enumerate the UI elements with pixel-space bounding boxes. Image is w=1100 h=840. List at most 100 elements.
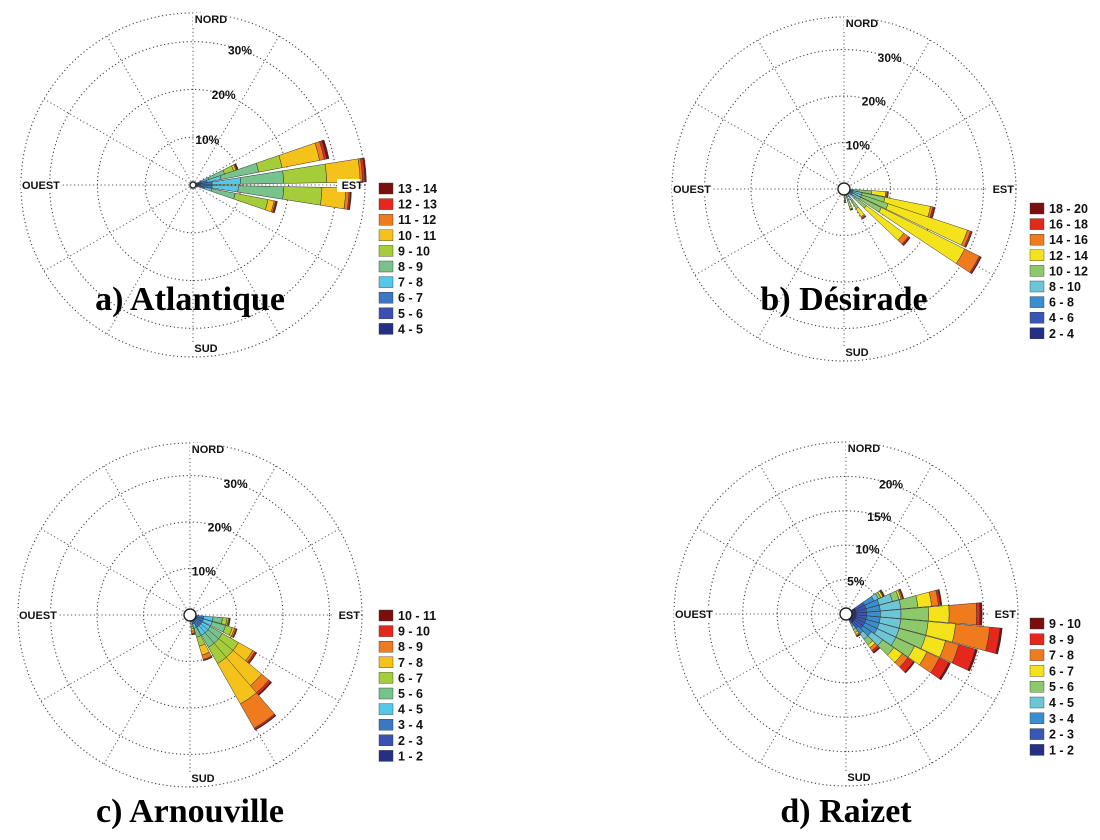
legend: 10 - 11 9 - 108 - 9 7 - 86 - 7 5 - 6 4 - 53 …	[378, 609, 436, 763]
petal-segment	[273, 200, 278, 214]
petal-sector	[189, 614, 277, 731]
windrose-panel-4: 5% 10% 15% 20% NORD EST SUD OUEST 9 - 10 8 - 9 7 -…	[673, 441, 1081, 830]
calm-circle	[839, 607, 853, 621]
grid-spoke	[106, 35, 194, 186]
petal-segment	[861, 215, 867, 220]
ouest-label: OUEST	[675, 609, 713, 621]
legend-swatch	[1029, 249, 1045, 262]
legend-swatch	[1029, 233, 1045, 246]
legend-label: 1 - 2	[1049, 743, 1074, 757]
legend-label: 9 - 10	[1049, 617, 1081, 631]
petal-segment	[937, 589, 943, 606]
legend-swatch	[378, 703, 394, 715]
petal-segment	[979, 602, 983, 626]
petal-segment	[232, 628, 238, 639]
petal-segment	[900, 606, 929, 622]
petal-segment	[843, 195, 846, 199]
legend-label: 2 - 3	[398, 734, 423, 748]
grid-spoke	[40, 614, 191, 702]
panel-title: a) Atlantique	[95, 281, 285, 318]
ring-label: 30%	[228, 43, 252, 57]
petal-segment	[887, 191, 889, 198]
legend-swatch	[1029, 744, 1045, 756]
grid-ring	[750, 95, 938, 283]
legend-label: 10 - 11	[398, 609, 436, 623]
petal-segment	[282, 186, 323, 206]
ring-label: 5%	[847, 575, 865, 589]
label-backdrop	[990, 608, 1014, 621]
legend-swatch	[1029, 280, 1045, 293]
legend-label: 11 - 12	[398, 213, 436, 227]
grid-spoke	[757, 39, 845, 190]
label-backdrop	[193, 13, 225, 26]
legend-swatch	[1029, 327, 1045, 339]
petal-sector	[192, 157, 367, 186]
label-backdrop	[844, 17, 876, 30]
legend-swatch	[378, 245, 394, 257]
petal-segment	[856, 633, 861, 638]
label-backdrop	[18, 609, 57, 622]
legend-swatch	[378, 672, 394, 684]
petal-segment	[967, 648, 978, 672]
label-backdrop	[839, 346, 863, 359]
panel-title: b) Désirade	[760, 281, 927, 318]
panel-title: c) Arnouville	[96, 793, 284, 830]
ring-label: 30%	[878, 51, 902, 65]
legend-label: 5 - 6	[398, 687, 423, 701]
ring-label: 10%	[195, 133, 219, 147]
label-backdrop	[988, 183, 1012, 196]
legend-label: 7 - 8	[398, 276, 423, 290]
petal-segment	[927, 605, 950, 623]
legend-swatch	[1029, 312, 1045, 324]
legend: 9 - 10 8 - 9 7 - 86 - 7 5 - 6 4 - 5 3 - 4 2 - …	[1029, 617, 1081, 757]
est-label: EST	[993, 184, 1015, 196]
legend-label: 9 - 10	[398, 244, 430, 258]
legend-label: 4 - 5	[398, 322, 423, 336]
petal-sector	[189, 614, 231, 627]
petal-segment	[191, 633, 196, 636]
petal-segment	[362, 157, 367, 183]
grid-ring	[96, 521, 284, 709]
petal-sector	[845, 613, 978, 672]
est-label: EST	[339, 610, 361, 622]
grid-spoke	[103, 465, 191, 616]
legend-label: 7 - 8	[398, 656, 423, 670]
legend-label: 4 - 5	[1049, 696, 1074, 710]
petal-segment	[975, 602, 981, 626]
label-backdrop	[846, 442, 878, 455]
legend-label: 6 - 7	[398, 291, 423, 305]
legend-swatch	[1029, 202, 1045, 215]
petal-segment	[948, 602, 977, 626]
ring-label: 20%	[208, 521, 232, 535]
label-backdrop	[185, 772, 209, 785]
petal-segment	[843, 197, 847, 201]
label-backdrop	[674, 608, 713, 621]
legend-label: 8 - 9	[398, 640, 423, 654]
petal-segment	[904, 661, 915, 674]
ring-label: 10%	[192, 564, 216, 578]
legend-swatch	[378, 687, 394, 700]
nord-label: NORD	[846, 18, 878, 30]
grid-spoke	[759, 464, 847, 615]
petal-sector	[192, 163, 239, 186]
legend-label: 14 - 16	[1049, 233, 1088, 247]
nord-label: NORD	[848, 443, 880, 455]
legend-swatch	[1029, 712, 1045, 724]
petal-segment	[228, 617, 231, 627]
sud-label: SUD	[191, 773, 214, 785]
petal-segment	[203, 656, 213, 662]
grid-spoke	[43, 184, 194, 272]
grid-spoke	[696, 527, 847, 615]
legend-label: 6 - 8	[1049, 296, 1074, 310]
legend-label: 13 - 14	[398, 182, 437, 196]
legend-label: 8 - 9	[398, 260, 423, 274]
petal-segment	[915, 591, 932, 608]
ouest-label: OUEST	[673, 184, 711, 196]
legend-label: 1 - 2	[398, 749, 423, 763]
legend-swatch	[378, 276, 394, 288]
grid-spoke	[696, 613, 847, 701]
legend-swatch	[378, 656, 394, 668]
legend-label: 10 - 11	[398, 229, 436, 243]
petal-segment	[965, 231, 973, 248]
